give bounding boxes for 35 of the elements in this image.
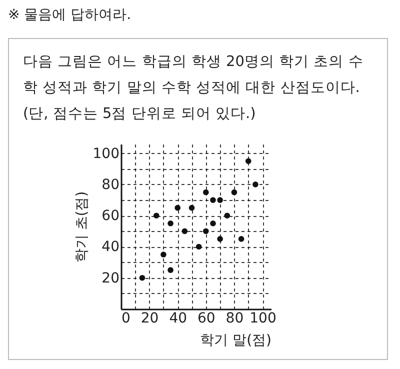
point: [245, 158, 252, 164]
point: [139, 274, 146, 281]
x-tick-label: 40: [169, 310, 188, 326]
point: [202, 189, 209, 196]
point: [153, 212, 160, 219]
point: [217, 197, 223, 203]
y-tick-label: 40: [102, 239, 120, 256]
chart-title: 다음 그림은 어느 학급의 학생 20명의 학기 초의 수학 성적과 학기 말의 수학 성적에 대한 산점도이다. (단, 점수는 5점 단위로 되어 있다.): [23, 53, 364, 124]
text: ※ 물음에 답하여라.: [8, 6, 132, 24]
point: [202, 228, 209, 234]
y-tick-label: 20: [102, 270, 120, 286]
point: [224, 212, 230, 219]
y-axis-title: 학기 초(점): [74, 191, 90, 263]
x-tick-label: 0: [122, 310, 130, 326]
point: [210, 197, 216, 203]
point: [182, 228, 188, 234]
y-tick-label: 100: [92, 146, 120, 162]
point: [238, 236, 244, 242]
y-tick-label: 80: [102, 176, 120, 193]
point: [217, 236, 223, 242]
point: [188, 204, 195, 211]
x-tick-label: 80: [226, 310, 244, 326]
x-tick-label: 20: [140, 310, 159, 326]
x-tick-label: 60: [197, 310, 216, 326]
point: [196, 244, 202, 250]
point: [168, 267, 174, 273]
point: [174, 204, 181, 211]
point: [160, 252, 166, 258]
x-tick-label: 100: [250, 310, 276, 326]
x-axis-title: 학기 말(점): [200, 332, 272, 348]
point: [210, 220, 216, 226]
point: [252, 182, 258, 188]
point: [168, 220, 174, 226]
y-tick-label: 60: [102, 208, 120, 224]
point: [231, 189, 238, 196]
